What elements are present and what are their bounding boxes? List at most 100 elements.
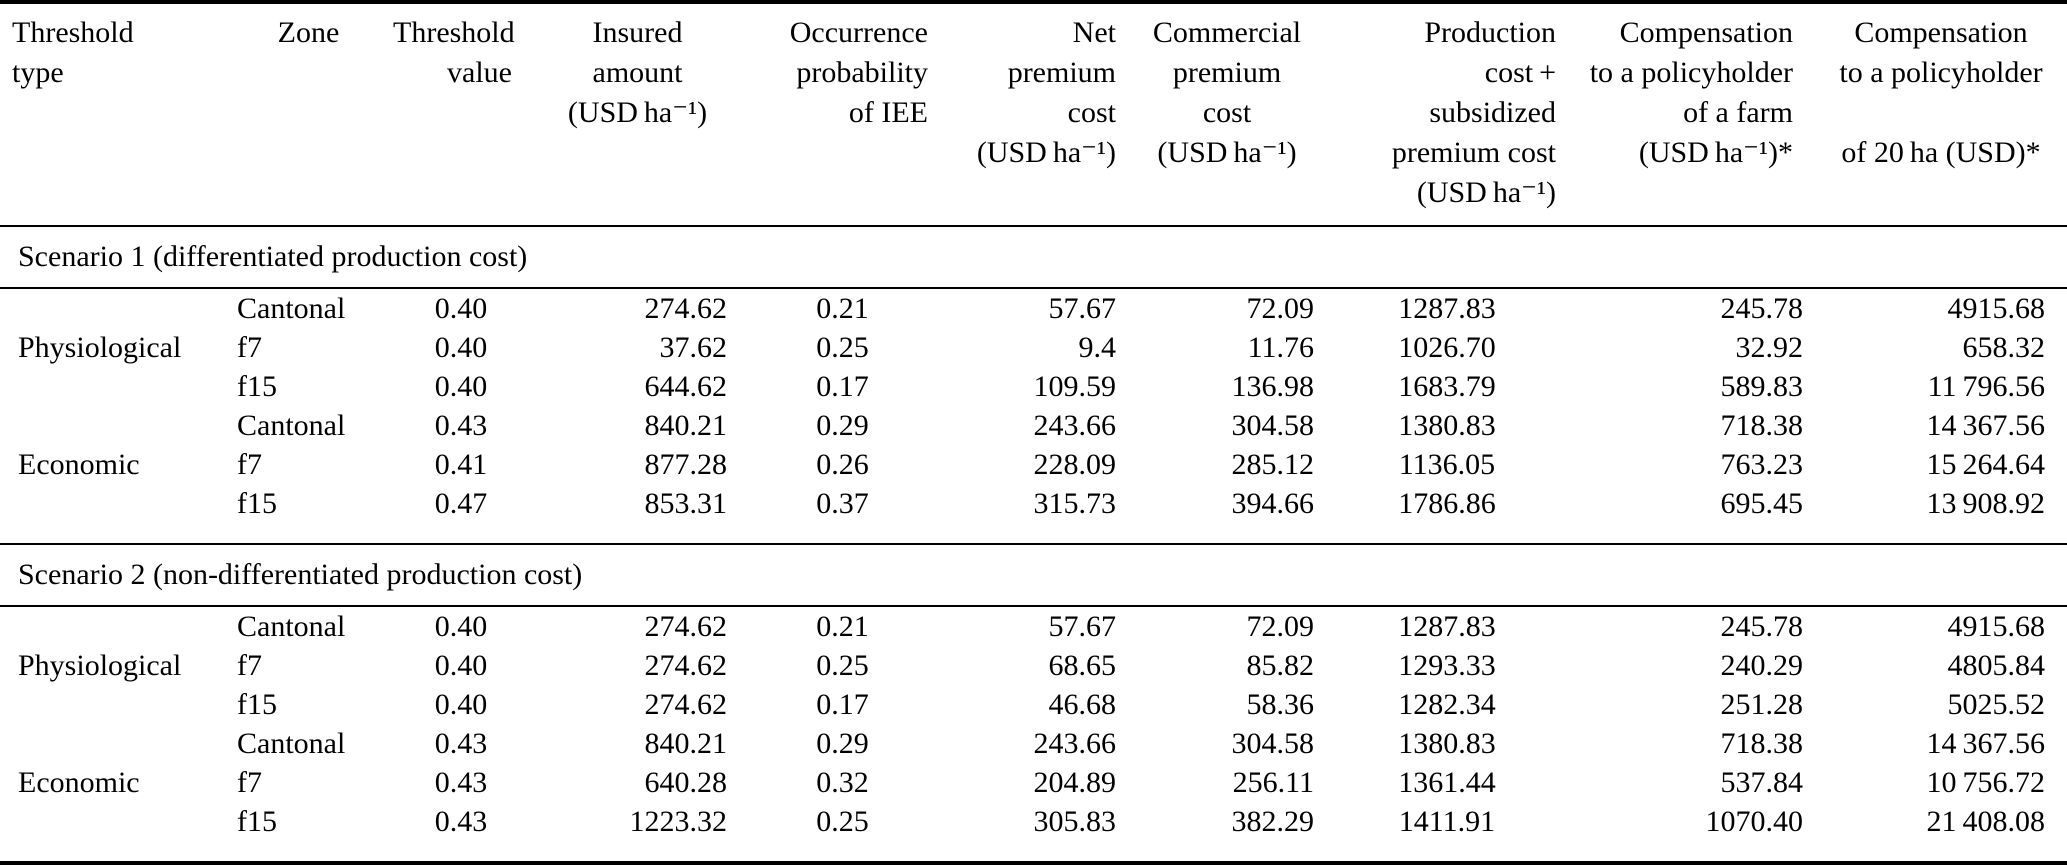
table-row: Economic f7 0.43 640.28 0.32 204.89 256.… bbox=[0, 763, 2067, 802]
cell-net-premium-cost: 228.09 bbox=[1033, 448, 1117, 481]
column-header: Compensation to a policyholder of 20 ha … bbox=[1815, 2, 2067, 226]
cell-zone: f7 bbox=[237, 766, 262, 799]
column-header-line: (USD ha⁻¹) bbox=[1416, 176, 1556, 209]
cell-commercial-premium-cost: 382.29 bbox=[1231, 805, 1315, 838]
cell-production-cost: 1361.44 bbox=[1398, 766, 1496, 799]
cell-occurrence-probability: 0.25 bbox=[816, 649, 869, 682]
column-header: Threshold value bbox=[392, 2, 530, 226]
cell-threshold-value: 0.47 bbox=[434, 487, 488, 520]
table-header: Threshold type Zone Threshold val bbox=[0, 2, 2067, 226]
cell-production-cost: 1287.83 bbox=[1398, 292, 1496, 325]
cell-threshold-value: 0.43 bbox=[434, 409, 488, 442]
column-header-line: Zone bbox=[277, 16, 340, 49]
cell-threshold-type: Economic bbox=[18, 766, 140, 799]
column-header: Zone bbox=[225, 2, 392, 226]
cell-threshold-type bbox=[0, 367, 225, 406]
cell-commercial-premium-cost: 72.09 bbox=[1246, 292, 1315, 325]
column-header-line bbox=[393, 93, 512, 133]
cell-threshold-value: 0.43 bbox=[434, 727, 488, 760]
cell-occurrence-probability: 0.29 bbox=[816, 409, 869, 442]
cell-threshold-type: Physiological bbox=[18, 331, 182, 364]
cell-compensation-farm: 718.38 bbox=[1720, 727, 1804, 760]
section-title: Scenario 1 (differentiated production co… bbox=[18, 240, 528, 273]
column-header-line: Insured bbox=[592, 16, 683, 49]
cell-commercial-premium-cost: 304.58 bbox=[1231, 727, 1315, 760]
column-header: Commercial premium cost (USD ha⁻¹) bbox=[1128, 2, 1326, 226]
table-row: Physiological f7 0.40 37.62 0.25 9.4 11.… bbox=[0, 328, 2067, 367]
column-header-line: premium bbox=[1172, 56, 1282, 89]
table-row: Cantonal 0.43 840.21 0.29 243.66 304.58 … bbox=[0, 724, 2067, 763]
column-header: Net premium cost (USD ha⁻¹) bbox=[940, 2, 1128, 226]
column-header-line bbox=[226, 53, 391, 93]
cell-net-premium-cost: 315.73 bbox=[1033, 487, 1117, 520]
cell-insured-amount: 640.28 bbox=[644, 766, 728, 799]
column-header-line: Net bbox=[1072, 16, 1116, 49]
table-row: f15 0.47 853.31 0.37 315.73 394.66 1786.… bbox=[0, 484, 2067, 544]
cell-compensation-farm: 695.45 bbox=[1720, 487, 1804, 520]
table-row: Cantonal 0.40 274.62 0.21 57.67 72.09 12… bbox=[0, 606, 2067, 646]
cell-occurrence-probability: 0.17 bbox=[816, 688, 869, 721]
column-header-line bbox=[393, 133, 512, 173]
section-rows-scenario-1: Cantonal 0.40 274.62 0.21 57.67 72.09 12… bbox=[0, 288, 2067, 544]
cell-zone: Cantonal bbox=[237, 727, 346, 760]
cell-insured-amount: 877.28 bbox=[644, 448, 728, 481]
cell-compensation-farm: 589.83 bbox=[1720, 370, 1804, 403]
cell-compensation-20ha: 15 264.64 bbox=[1926, 448, 2045, 481]
cell-zone: f7 bbox=[237, 331, 262, 364]
cell-net-premium-cost: 243.66 bbox=[1033, 727, 1117, 760]
column-header-line: premium cost bbox=[1391, 136, 1556, 169]
cell-threshold-type bbox=[0, 685, 225, 724]
cell-net-premium-cost: 305.83 bbox=[1033, 805, 1117, 838]
cell-occurrence-probability: 0.25 bbox=[816, 805, 869, 838]
cell-compensation-20ha: 4915.68 bbox=[1947, 292, 2046, 325]
column-header-line: to a policyholder bbox=[1839, 56, 2043, 89]
cell-compensation-20ha: 5025.52 bbox=[1947, 688, 2046, 721]
cell-compensation-farm: 32.92 bbox=[1735, 331, 1804, 364]
cell-compensation-20ha: 14 367.56 bbox=[1926, 727, 2045, 760]
cell-commercial-premium-cost: 394.66 bbox=[1231, 487, 1315, 520]
cell-net-premium-cost: 68.65 bbox=[1048, 649, 1117, 682]
column-header-line: (USD ha⁻¹) bbox=[567, 96, 708, 129]
column-header-line: Commercial bbox=[1152, 16, 1302, 49]
cell-compensation-20ha: 21 408.08 bbox=[1926, 805, 2045, 838]
cell-compensation-20ha: 4805.84 bbox=[1947, 649, 2046, 682]
table-row: f15 0.40 274.62 0.17 46.68 58.36 1282.34… bbox=[0, 685, 2067, 724]
column-header-line bbox=[12, 133, 224, 173]
cell-production-cost: 1026.70 bbox=[1398, 331, 1496, 364]
cell-insured-amount: 37.62 bbox=[659, 331, 728, 364]
cell-threshold-type bbox=[0, 724, 225, 763]
cell-zone: f15 bbox=[237, 688, 277, 721]
cell-production-cost: 1282.34 bbox=[1398, 688, 1496, 721]
column-header-line: of IEE bbox=[848, 96, 928, 129]
column-header-line: (USD ha⁻¹)* bbox=[1638, 136, 1793, 169]
column-header-line: cost + bbox=[1484, 56, 1556, 89]
cell-insured-amount: 840.21 bbox=[644, 727, 728, 760]
cell-compensation-farm: 1070.40 bbox=[1705, 805, 1804, 838]
cell-zone: f15 bbox=[237, 805, 277, 838]
cell-insured-amount: 840.21 bbox=[644, 409, 728, 442]
column-header: Production cost + subsidized premium cos… bbox=[1326, 2, 1568, 226]
table-row: Physiological f7 0.40 274.62 0.25 68.65 … bbox=[0, 646, 2067, 685]
column-header-line: (USD ha⁻¹) bbox=[1157, 136, 1297, 169]
column-header-line bbox=[941, 173, 1116, 213]
cell-net-premium-cost: 46.68 bbox=[1048, 688, 1117, 721]
cell-production-cost: 1380.83 bbox=[1398, 409, 1496, 442]
cell-insured-amount: 644.62 bbox=[644, 370, 728, 403]
column-header-line bbox=[1569, 173, 1793, 213]
column-header-line bbox=[226, 173, 391, 213]
cell-net-premium-cost: 57.67 bbox=[1048, 292, 1117, 325]
cell-commercial-premium-cost: 285.12 bbox=[1231, 448, 1315, 481]
cell-commercial-premium-cost: 11.76 bbox=[1247, 331, 1314, 364]
section-title-row: Scenario 2 (non-differentiated productio… bbox=[0, 544, 2067, 606]
cell-threshold-type bbox=[0, 802, 225, 863]
cell-compensation-20ha: 13 908.92 bbox=[1926, 487, 2045, 520]
cell-compensation-farm: 245.78 bbox=[1720, 292, 1804, 325]
section-header-scenario-2: Scenario 2 (non-differentiated productio… bbox=[0, 544, 2067, 606]
cell-production-cost: 1287.83 bbox=[1398, 610, 1496, 643]
column-header: Compensation to a policyholder of a farm… bbox=[1568, 2, 1815, 226]
column-header-line bbox=[1816, 93, 2066, 133]
cell-occurrence-probability: 0.37 bbox=[816, 487, 869, 520]
column-header-line bbox=[226, 133, 391, 173]
section-title: Scenario 2 (non-differentiated productio… bbox=[18, 558, 583, 591]
cell-zone: f15 bbox=[237, 370, 277, 403]
